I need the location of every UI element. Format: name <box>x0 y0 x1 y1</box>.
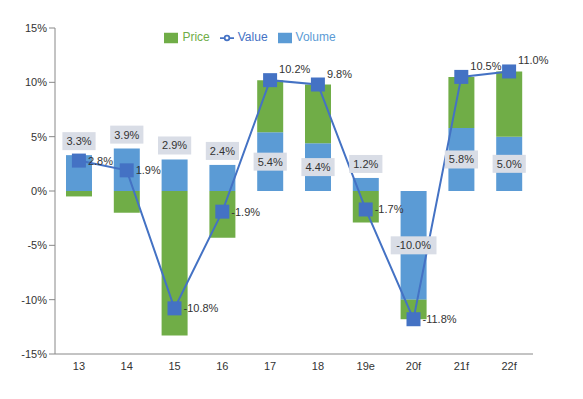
svg-text:2.8%: 2.8% <box>88 155 113 167</box>
svg-text:-10%: -10% <box>21 294 47 306</box>
svg-text:10.2%: 10.2% <box>279 63 310 75</box>
svg-text:13: 13 <box>73 360 85 372</box>
svg-text:18: 18 <box>312 360 324 372</box>
svg-text:2.9%: 2.9% <box>162 139 187 151</box>
svg-text:5%: 5% <box>31 131 47 143</box>
svg-text:-10.8%: -10.8% <box>184 302 219 314</box>
svg-text:5.4%: 5.4% <box>258 156 283 168</box>
svg-text:3.9%: 3.9% <box>114 129 139 141</box>
svg-text:-1.7%: -1.7% <box>375 203 404 215</box>
html-text:Value: Value <box>237 30 268 44</box>
svg-text:5.8%: 5.8% <box>449 153 474 165</box>
svg-text:9.8%: 9.8% <box>327 68 352 80</box>
svg-text:17: 17 <box>264 360 276 372</box>
svg-text:15: 15 <box>168 360 180 372</box>
svg-text:11.0%: 11.0% <box>518 54 549 66</box>
svg-text:1.2%: 1.2% <box>353 158 378 170</box>
svg-text:14: 14 <box>121 360 133 372</box>
html-text:Volume: Volume <box>295 30 336 44</box>
svg-text:0%: 0% <box>31 185 47 197</box>
svg-text:22f: 22f <box>501 360 517 372</box>
svg-text:2.4%: 2.4% <box>210 145 235 157</box>
svg-text:19e: 19e <box>357 360 375 372</box>
html-text:Price: Price <box>182 30 210 44</box>
svg-text:1.9%: 1.9% <box>136 164 161 176</box>
svg-text:-5%: -5% <box>27 239 47 251</box>
svg-text:5.0%: 5.0% <box>497 158 522 170</box>
svg-text:16: 16 <box>216 360 228 372</box>
svg-text:10.5%: 10.5% <box>470 60 501 72</box>
svg-text:-11.8%: -11.8% <box>423 313 457 325</box>
svg-text:-10.0%: -10.0% <box>396 239 431 251</box>
svg-text:-15%: -15% <box>21 348 47 360</box>
svg-text:4.4%: 4.4% <box>305 161 330 173</box>
svg-text:3.3%: 3.3% <box>66 135 91 147</box>
svg-text:15%: 15% <box>25 22 47 34</box>
svg-text:-1.9%: -1.9% <box>231 206 260 218</box>
svg-text:10%: 10% <box>25 76 47 88</box>
svg-text:21f: 21f <box>454 360 470 372</box>
svg-text:20f: 20f <box>406 360 422 372</box>
